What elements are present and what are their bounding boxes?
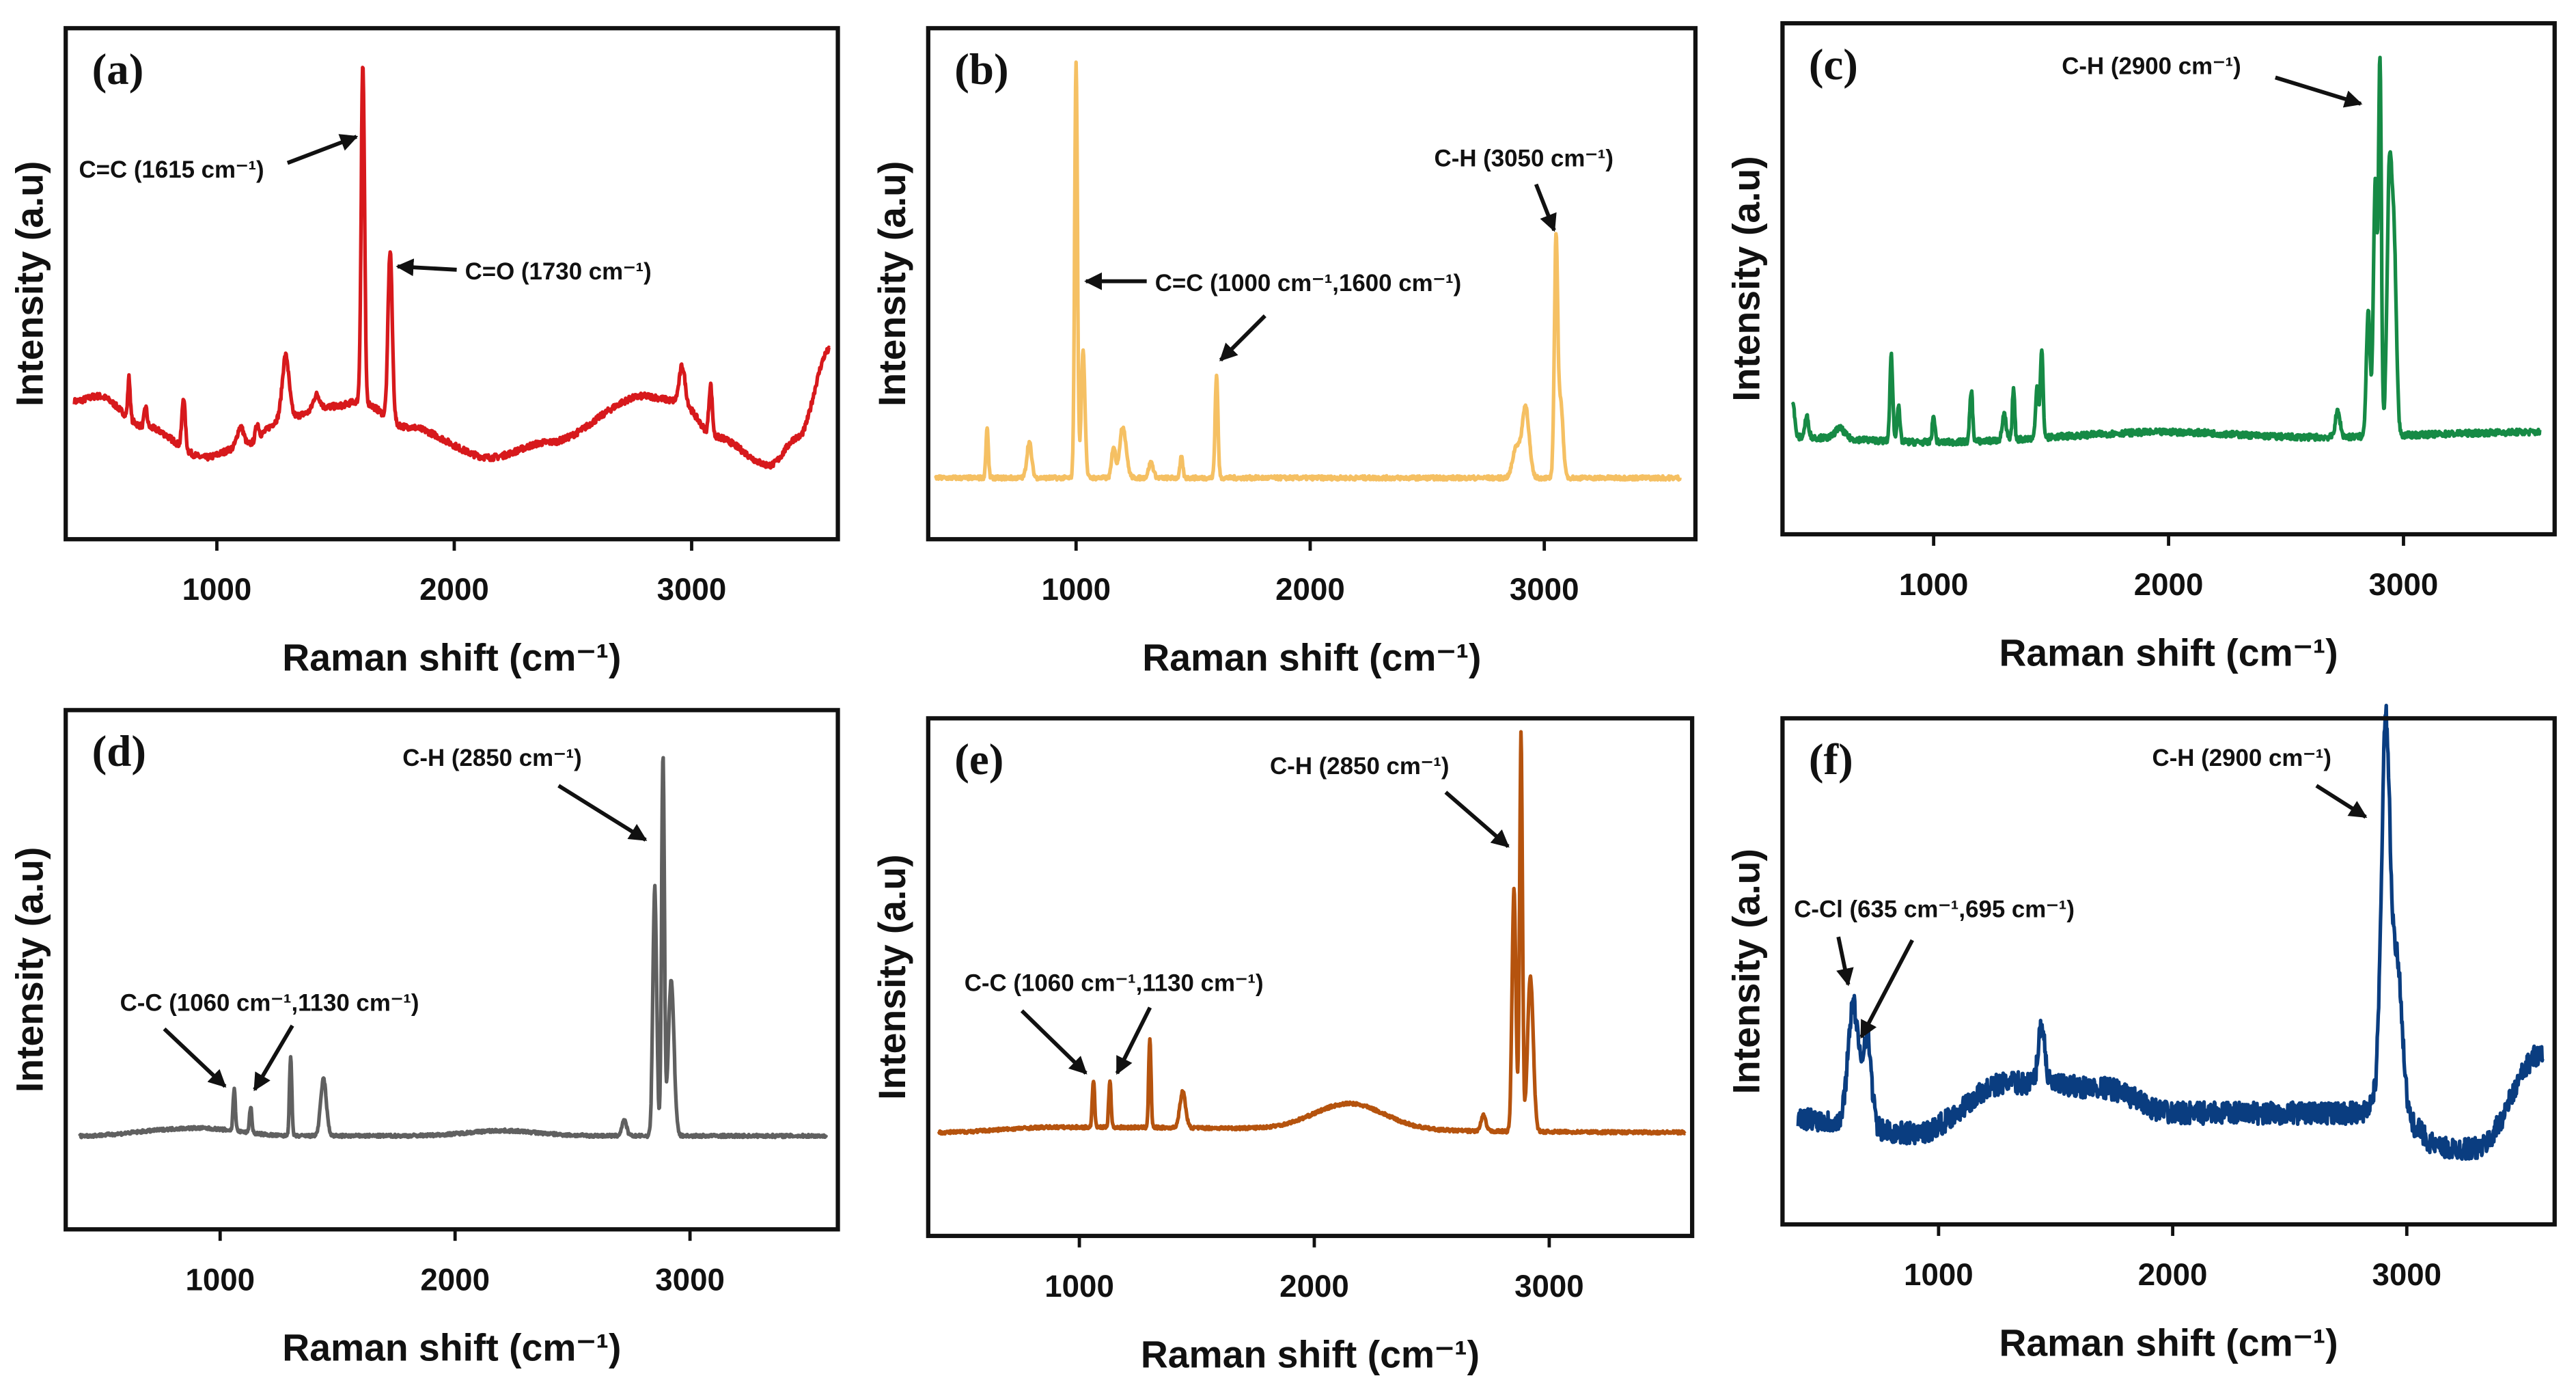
arrow-icon — [163, 1027, 227, 1088]
x-tick-label: 3000 — [657, 572, 727, 607]
x-tick-label: 3000 — [2372, 1257, 2441, 1292]
panel-d: 1000 2000 3000 Raman shift (cm⁻¹) Intensity … — [9, 708, 840, 1369]
y-axis-label: Intensity (a.u) — [1726, 156, 1768, 401]
spectrum-line — [72, 66, 831, 470]
arrow-icon — [1020, 1009, 1088, 1075]
x-tick-label: 1000 — [1899, 567, 1969, 602]
peak-annotation: C=C (1000 cm⁻¹,1600 cm⁻¹) — [1155, 270, 1462, 297]
spectrum-line — [937, 730, 1687, 1136]
peak-annotation: C-H (2900 cm⁻¹) — [2062, 53, 2241, 80]
x-axis-label: Raman shift (cm⁻¹) — [1142, 637, 1481, 679]
arrow-icon — [2315, 784, 2368, 819]
panel-label: (a) — [92, 45, 144, 94]
x-tick-label: 3000 — [2369, 567, 2439, 602]
x-tick-label: 2000 — [420, 1262, 490, 1297]
peak-annotation: C-C (1060 cm⁻¹,1130 cm⁻¹) — [965, 970, 1264, 997]
x-tick-label: 3000 — [655, 1262, 725, 1297]
panel-b: 1000 2000 3000 Raman shift (cm⁻¹) Intensity … — [871, 26, 1698, 679]
y-axis-label: Intensity (a.u) — [9, 161, 51, 407]
arrow-icon — [396, 258, 457, 277]
panel-label: (f) — [1809, 735, 1853, 784]
spectrum-line — [1796, 703, 2545, 1161]
plot-frame — [1780, 716, 2557, 1227]
arrow-icon — [253, 1024, 294, 1092]
panel-label: (c) — [1809, 40, 1858, 90]
plot-frame — [64, 26, 840, 542]
peak-annotation: C=O (1730 cm⁻¹) — [465, 258, 652, 285]
x-tick-label: 3000 — [1510, 572, 1579, 607]
arrow-icon — [286, 134, 359, 165]
peak-annotation: C=C (1615 cm⁻¹) — [79, 156, 264, 183]
panel-label: (e) — [954, 735, 1003, 784]
x-tick-label: 1000 — [185, 1262, 255, 1297]
arrow-icon — [1115, 1006, 1152, 1075]
panel-f: 1000 2000 3000 Raman shift (cm⁻¹) Intensity … — [1726, 703, 2557, 1364]
x-tick-label: 2000 — [419, 572, 489, 607]
x-tick-label: 3000 — [1514, 1269, 1584, 1304]
arrow-icon — [2275, 75, 2363, 108]
peak-annotation: C-C (1060 cm⁻¹,1130 cm⁻¹) — [120, 989, 419, 1016]
panel-label: (d) — [92, 727, 146, 776]
x-tick-label: 2000 — [2138, 1257, 2208, 1292]
x-axis-label: Raman shift (cm⁻¹) — [1999, 631, 2338, 674]
spectrum-line — [934, 60, 1682, 482]
arrow-icon — [1219, 314, 1266, 362]
panel-c: 1000 2000 3000 Raman shift (cm⁻¹) Intensity … — [1726, 20, 2557, 674]
x-axis-label: Raman shift (cm⁻¹) — [282, 1327, 621, 1369]
x-axis-label: Raman shift (cm⁻¹) — [1999, 1322, 2338, 1364]
plot-frame — [64, 708, 840, 1232]
y-axis-label: Intensity (a.u) — [1726, 849, 1768, 1094]
arrow-icon — [557, 784, 648, 842]
x-tick-label: 1000 — [1044, 1269, 1114, 1304]
peak-annotation: C-H (2850 cm⁻¹) — [402, 745, 581, 771]
x-tick-label: 2000 — [1275, 572, 1345, 607]
arrow-icon — [1859, 939, 1914, 1039]
panel-e: 1000 2000 3000 Raman shift (cm⁻¹) Intensity … — [871, 716, 1695, 1375]
panel-label: (b) — [954, 45, 1008, 94]
arrow-icon — [1836, 936, 1854, 987]
y-axis-label: Intensity (a.u) — [9, 847, 51, 1092]
x-axis-label: Raman shift (cm⁻¹) — [1141, 1333, 1480, 1375]
x-axis-label: Raman shift (cm⁻¹) — [282, 637, 621, 679]
plot-frame — [926, 716, 1695, 1239]
x-tick-label: 1000 — [182, 572, 252, 607]
panel-a: 1000 2000 3000 Raman shift (cm⁻¹) Intensity … — [9, 26, 840, 679]
plot-frame — [1780, 20, 2557, 537]
peak-annotation: C-Cl (635 cm⁻¹,695 cm⁻¹) — [1794, 896, 2075, 922]
arrow-icon — [1444, 790, 1510, 849]
x-tick-label: 2000 — [1279, 1269, 1349, 1304]
x-tick-label: 1000 — [1041, 572, 1111, 607]
y-axis-label: Intensity (a.u) — [871, 161, 913, 407]
peak-annotation: C-H (3050 cm⁻¹) — [1435, 145, 1614, 171]
peak-annotation: C-H (2850 cm⁻¹) — [1270, 753, 1449, 780]
peak-annotation: C-H (2900 cm⁻¹) — [2152, 745, 2331, 771]
x-tick-label: 1000 — [1904, 1257, 1973, 1292]
spectrum-line — [1790, 55, 2542, 448]
y-axis-label: Intensity (a.u) — [871, 854, 913, 1099]
x-tick-label: 2000 — [2134, 567, 2204, 602]
spectrum-line — [77, 756, 829, 1140]
arrow-icon — [1534, 183, 1557, 232]
